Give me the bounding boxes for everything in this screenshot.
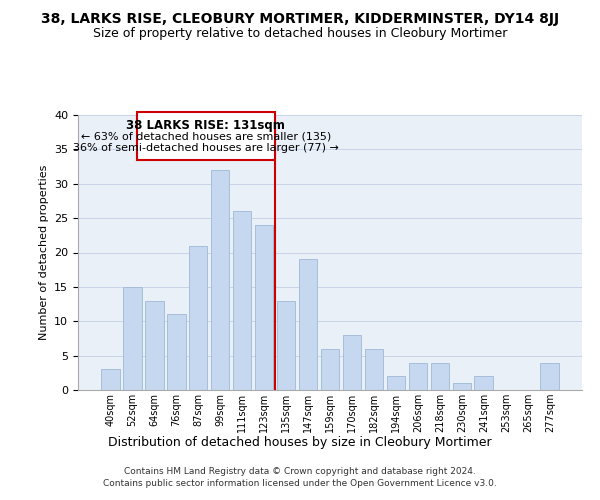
Text: Distribution of detached houses by size in Cleobury Mortimer: Distribution of detached houses by size … — [108, 436, 492, 449]
Bar — [452, 383, 471, 390]
Bar — [320, 349, 340, 390]
Text: 38, LARKS RISE, CLEOBURY MORTIMER, KIDDERMINSTER, DY14 8JJ: 38, LARKS RISE, CLEOBURY MORTIMER, KIDDE… — [41, 12, 559, 26]
Bar — [101, 370, 119, 390]
Text: Contains public sector information licensed under the Open Government Licence v3: Contains public sector information licen… — [103, 478, 497, 488]
Bar — [211, 170, 229, 390]
Text: 38 LARKS RISE: 131sqm: 38 LARKS RISE: 131sqm — [127, 119, 285, 132]
Bar — [145, 300, 164, 390]
Text: ← 63% of detached houses are smaller (135): ← 63% of detached houses are smaller (13… — [81, 132, 331, 141]
Bar — [365, 349, 383, 390]
Bar — [386, 376, 405, 390]
Bar — [255, 225, 274, 390]
Y-axis label: Number of detached properties: Number of detached properties — [38, 165, 49, 340]
Bar — [475, 376, 493, 390]
Bar — [541, 362, 559, 390]
Bar — [123, 287, 142, 390]
Bar — [343, 335, 361, 390]
Text: Size of property relative to detached houses in Cleobury Mortimer: Size of property relative to detached ho… — [93, 28, 507, 40]
Text: 36% of semi-detached houses are larger (77) →: 36% of semi-detached houses are larger (… — [73, 143, 339, 153]
Bar — [189, 246, 208, 390]
Bar — [431, 362, 449, 390]
Bar — [277, 300, 295, 390]
Bar — [233, 211, 251, 390]
Bar — [299, 260, 317, 390]
Bar — [409, 362, 427, 390]
Text: Contains HM Land Registry data © Crown copyright and database right 2024.: Contains HM Land Registry data © Crown c… — [124, 467, 476, 476]
Bar — [167, 314, 185, 390]
FancyBboxPatch shape — [137, 112, 275, 160]
